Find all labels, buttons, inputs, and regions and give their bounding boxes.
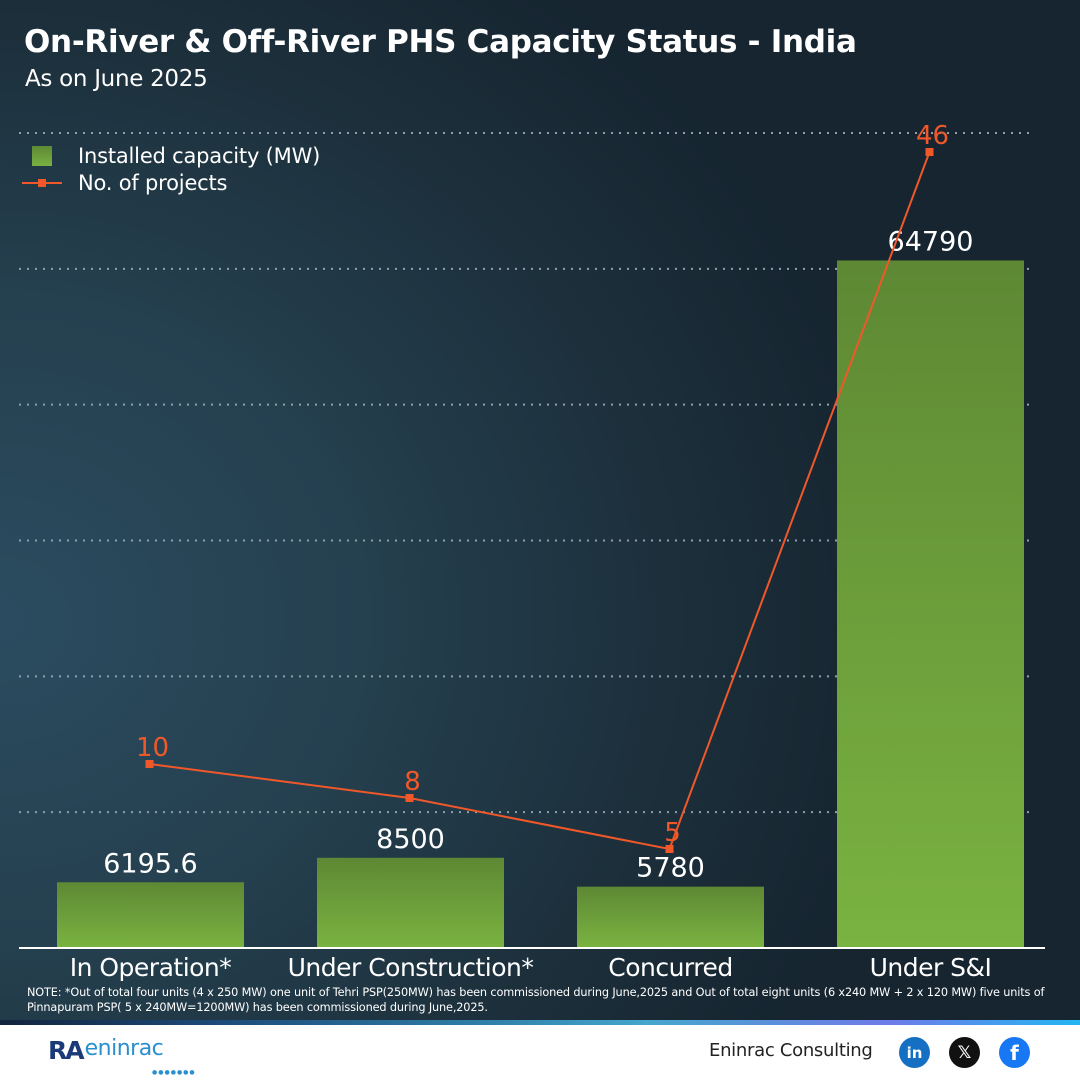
gradient-divider: [0, 1020, 1080, 1025]
bar-3: [577, 886, 764, 948]
projects-value-label: 8: [404, 767, 421, 797]
chart-canvas: 6195.6 8500 5780 64790 In Operation* Under Co…: [19, 121, 1035, 982]
logo-text: eninrac: [84, 1036, 164, 1061]
bar-2: [317, 857, 504, 948]
eninrac-logo[interactable]: RA eninrac ●●●●●●●: [48, 1036, 195, 1076]
projects-line: [149, 151, 931, 851]
x-tick-label: Under Construction*: [288, 953, 534, 982]
projects-value-label: 10: [136, 733, 169, 763]
legend-item-projects: No. of projects: [22, 169, 320, 196]
chart-panel: On-River & Off-River PHS Capacity Status…: [0, 0, 1080, 1020]
projects-marker: [925, 148, 934, 156]
projects-value-label: 5: [664, 818, 681, 848]
legend-label: Installed capacity (MW): [78, 143, 321, 168]
bar-value-label: 8500: [376, 824, 445, 855]
bar-4: [837, 260, 1024, 949]
facebook-icon[interactable]: f: [999, 1037, 1030, 1068]
legend-item-capacity: Installed capacity (MW): [22, 142, 320, 169]
x-tick-label: Under S&I: [870, 953, 992, 982]
x-tick-label: Concurred: [608, 953, 733, 982]
legend-line-marker-icon: [22, 173, 62, 193]
projects-marker: [405, 794, 414, 802]
x-tick-label: In Operation*: [70, 953, 232, 982]
linkedin-icon[interactable]: in: [899, 1037, 930, 1068]
logo-dots-icon: ●●●●●●●: [152, 1069, 196, 1076]
bar-value-label: 64790: [888, 226, 974, 257]
footer: RA eninrac ●●●●●●● Eninrac Consulting in…: [0, 1025, 1080, 1080]
company-name: Eninrac Consulting: [709, 1040, 873, 1061]
logo-mark: RA: [48, 1036, 85, 1065]
x-twitter-icon[interactable]: 𝕏: [949, 1037, 980, 1068]
bar-1: [57, 882, 244, 948]
chart-subtitle: As on June 2025: [25, 66, 208, 92]
chart-title: On-River & Off-River PHS Capacity Status…: [24, 24, 857, 60]
footnote: NOTE: *Out of total four units (4 x 250 …: [27, 986, 1045, 1014]
projects-marker: [665, 845, 674, 853]
legend-label: No. of projects: [78, 170, 228, 195]
legend: Installed capacity (MW) No. of projects: [22, 142, 320, 196]
bar-value-label: 6195.6: [103, 848, 197, 879]
projects-marker: [145, 760, 154, 768]
projects-value-label: 46: [916, 121, 949, 151]
bar-value-label: 5780: [636, 853, 705, 884]
legend-swatch-bar-icon: [32, 145, 52, 166]
